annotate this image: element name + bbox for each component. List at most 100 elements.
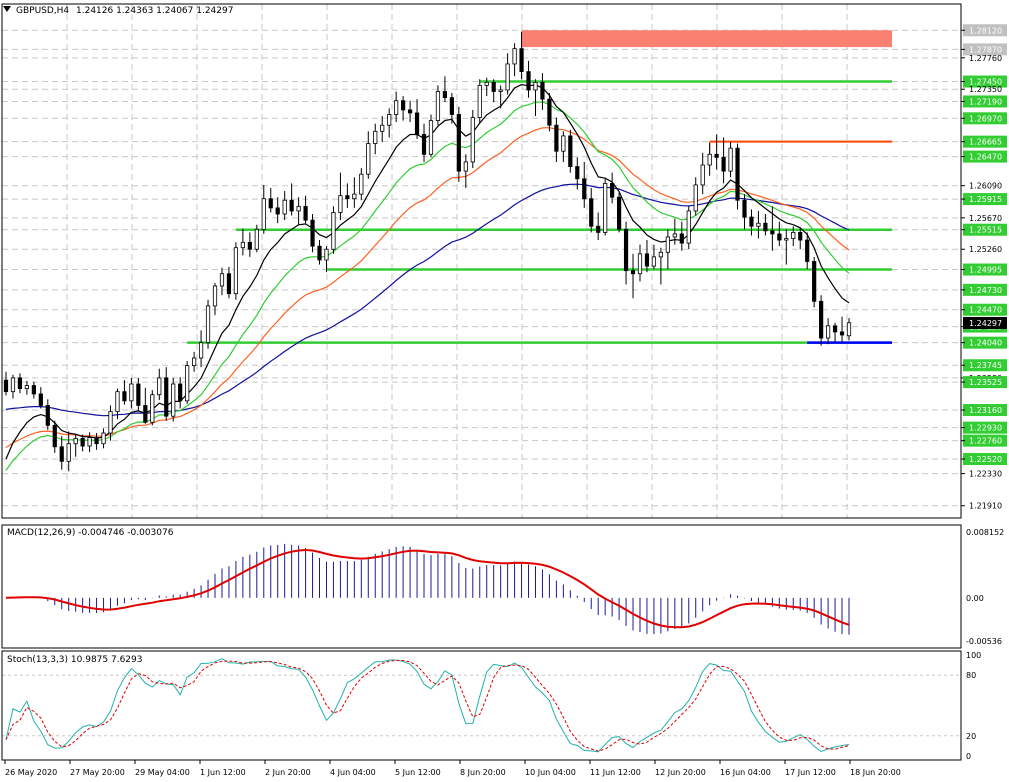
stoch-label: Stoch(13,3,3) 10.9875 7.6293: [7, 655, 142, 665]
candle-bear: [414, 112, 420, 135]
price-tag: [963, 150, 1007, 163]
ma-100-line: [5, 127, 850, 449]
stoch-tick-label: 100: [966, 651, 981, 660]
candle-bear: [623, 228, 629, 272]
candle-bear: [247, 241, 252, 250]
candle-bear: [164, 377, 169, 417]
price-tick-label: 1.25515: [969, 226, 1002, 235]
macd-tick-label: 0.00: [966, 594, 984, 603]
price-tag: [963, 404, 1007, 417]
price-tag: [963, 43, 1007, 56]
candle-bull: [219, 273, 225, 287]
candle-bull: [463, 161, 468, 172]
candle-bear: [798, 231, 803, 241]
time-tick-label: 4 Jun 04:00: [330, 768, 376, 777]
price-tick-label: 1.24470: [969, 306, 1002, 315]
price-tag: [963, 283, 1007, 296]
price-tag: [963, 303, 1007, 316]
candle-bull: [233, 247, 239, 295]
price-tick-label: 1.22330: [969, 470, 1002, 479]
price-tick-label: 1.24995: [969, 266, 1002, 275]
candle-bear: [491, 81, 496, 92]
candle-bull: [205, 305, 211, 344]
candle-bull: [505, 63, 510, 91]
candle-bear: [38, 393, 43, 406]
candle-bear: [714, 153, 719, 158]
candle-bull: [756, 222, 761, 227]
candle-bull: [254, 228, 259, 250]
panel-frame: [1, 650, 962, 761]
price-tag: [963, 421, 1007, 434]
price-tick-label: 1.24730: [969, 286, 1002, 295]
candle-bear: [407, 109, 413, 114]
ohlc-label: 1.24126 1.24363 1.24067 1.24297: [76, 6, 233, 16]
candle-bear: [456, 114, 461, 172]
candle-bear: [812, 261, 817, 302]
price-tick-label: 1.26970: [969, 114, 1002, 123]
candle-bear: [839, 331, 845, 336]
stoch-main-line: [5, 658, 850, 753]
candle-bull: [157, 377, 162, 396]
price-tag: [963, 135, 1007, 148]
candle-bear: [616, 196, 622, 230]
candle-bull: [784, 238, 789, 241]
candle-bear: [679, 233, 684, 244]
price-tag: [963, 376, 1007, 389]
candle-bull: [115, 391, 120, 412]
price-tick-label: 1.25260: [969, 245, 1002, 254]
price-tick-label: 1.27450: [969, 78, 1002, 87]
candle-bull: [380, 124, 385, 132]
candle-bear: [735, 147, 740, 201]
stochastic-panel: 100 80 20 0: [2, 651, 981, 761]
candle-bull: [192, 357, 197, 367]
main-grid: [1, 4, 961, 518]
candle-bear: [610, 182, 615, 198]
price-tag: [963, 359, 1007, 372]
candle-bear: [519, 48, 524, 72]
candle-bull: [665, 236, 670, 253]
current-price-label: 1.24297: [969, 319, 1002, 328]
candle-bull: [394, 100, 399, 115]
candle-bull: [108, 411, 113, 434]
resistance-zone: [521, 30, 892, 48]
time-tick-label: 27 May 20:00: [70, 768, 125, 777]
level-overlays: [187, 30, 892, 344]
triangle-down-icon[interactable]: [3, 6, 11, 12]
price-tick-label: 1.26470: [969, 153, 1002, 162]
candle-bull: [561, 135, 566, 152]
candle-bull: [693, 184, 698, 212]
candle-bull: [791, 231, 796, 239]
candle-bull: [282, 199, 287, 215]
price-tick-label: 1.25670: [969, 214, 1002, 223]
time-tick-label: 11 Jun 12:00: [590, 768, 641, 777]
price-tick-label: 1.22520: [969, 455, 1002, 464]
candle-bull: [700, 164, 705, 186]
candle-bull: [637, 253, 643, 275]
candle-bear: [763, 222, 768, 232]
candle-bear: [749, 216, 754, 227]
candle-bull: [658, 251, 663, 258]
candle-bear: [317, 245, 322, 261]
candle-bull: [24, 385, 30, 389]
candle-bear: [310, 219, 315, 247]
price-tick-label: 1.22760: [969, 437, 1002, 446]
candle-bull: [484, 81, 489, 86]
candle-bear: [742, 199, 747, 218]
candle-bear: [805, 239, 810, 262]
candle-bear: [568, 135, 573, 167]
candle-bear: [3, 379, 9, 393]
candle-bear: [143, 405, 148, 423]
candle-bull: [686, 210, 691, 244]
candle-bull: [428, 120, 434, 155]
macd-label: MACD(12,26,9) -0.004746 -0.003076: [7, 528, 174, 538]
macd-signal-line: [5, 548, 850, 629]
price-tick-label: 1.21910: [969, 502, 1002, 511]
time-tick-label: 8 Jun 20:00: [460, 768, 506, 777]
candle-bull: [373, 130, 378, 144]
candle-bear: [289, 199, 294, 212]
candle-bull: [825, 325, 831, 339]
candle-bull: [387, 114, 392, 126]
candle-bear: [421, 133, 427, 155]
